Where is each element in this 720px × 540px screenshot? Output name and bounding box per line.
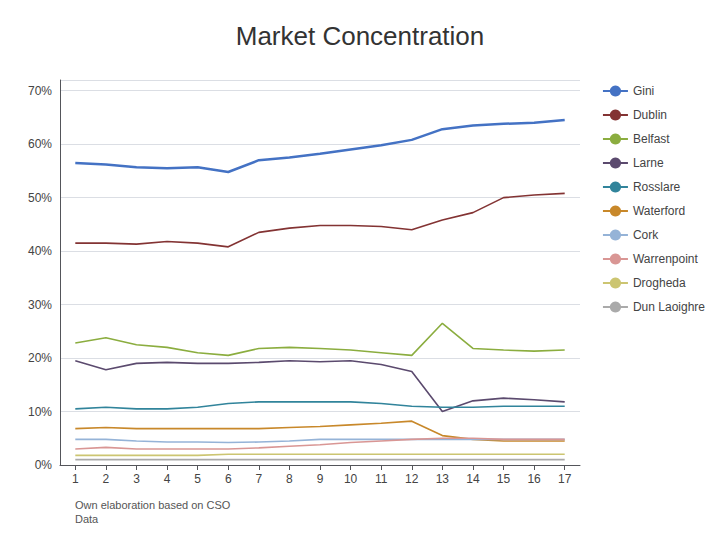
svg-text:Cork: Cork — [633, 228, 659, 242]
svg-text:Drogheda: Drogheda — [633, 276, 686, 290]
svg-text:6: 6 — [225, 472, 232, 486]
svg-text:30%: 30% — [28, 298, 52, 312]
svg-text:60%: 60% — [28, 137, 52, 151]
svg-text:Waterford: Waterford — [633, 204, 685, 218]
svg-text:Dun Laoighre: Dun Laoighre — [633, 300, 705, 314]
svg-text:Belfast: Belfast — [633, 132, 670, 146]
svg-text:Dublin: Dublin — [633, 108, 667, 122]
svg-text:Rosslare: Rosslare — [633, 180, 681, 194]
svg-text:11: 11 — [375, 472, 388, 486]
svg-text:10%: 10% — [28, 405, 52, 419]
svg-text:70%: 70% — [28, 84, 52, 98]
svg-text:8: 8 — [286, 472, 293, 486]
svg-text:Own elaboration based on CSO: Own elaboration based on CSO — [75, 499, 231, 511]
svg-text:17: 17 — [558, 472, 572, 486]
svg-text:Larne: Larne — [633, 156, 664, 170]
svg-text:0%: 0% — [35, 458, 53, 472]
svg-text:40%: 40% — [28, 244, 52, 258]
svg-text:12: 12 — [405, 472, 419, 486]
svg-text:Gini: Gini — [633, 84, 654, 98]
svg-text:14: 14 — [466, 472, 480, 486]
svg-text:9: 9 — [317, 472, 324, 486]
svg-text:16: 16 — [527, 472, 541, 486]
svg-text:3: 3 — [133, 472, 140, 486]
svg-text:Market Concentration: Market Concentration — [236, 21, 485, 51]
svg-text:10: 10 — [344, 472, 358, 486]
svg-text:50%: 50% — [28, 191, 52, 205]
svg-text:20%: 20% — [28, 351, 52, 365]
svg-text:5: 5 — [194, 472, 201, 486]
svg-text:2: 2 — [103, 472, 110, 486]
svg-text:4: 4 — [164, 472, 171, 486]
svg-text:15: 15 — [497, 472, 511, 486]
svg-text:7: 7 — [255, 472, 262, 486]
svg-text:Data: Data — [75, 513, 99, 525]
svg-text:13: 13 — [436, 472, 450, 486]
svg-text:1: 1 — [72, 472, 79, 486]
svg-text:Warrenpoint: Warrenpoint — [633, 252, 699, 266]
